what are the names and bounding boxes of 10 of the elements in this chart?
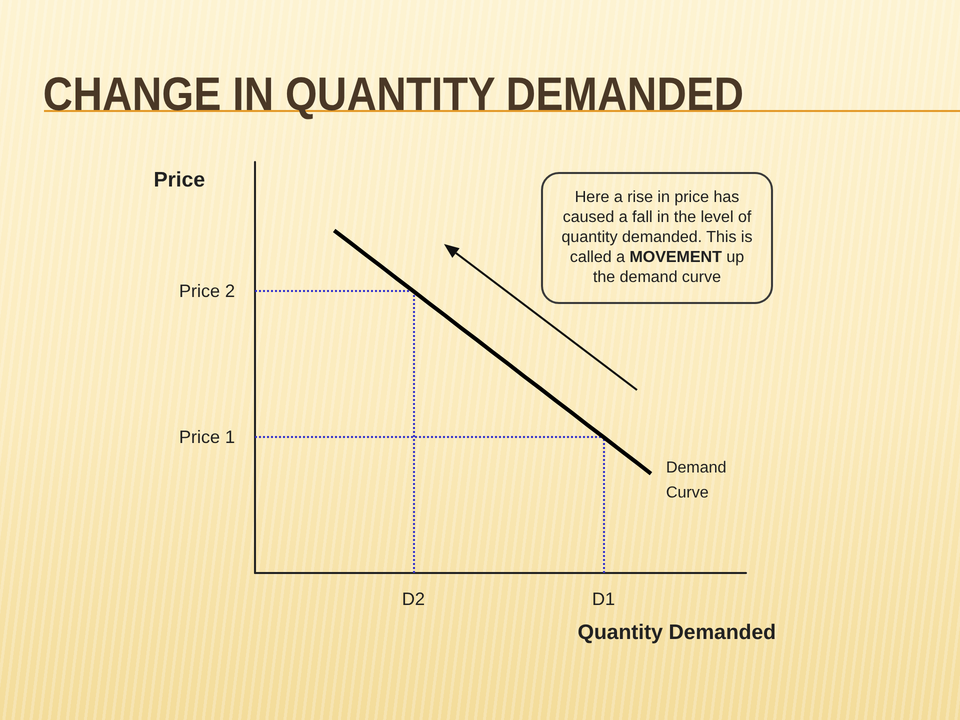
x-tick-label: D2 xyxy=(402,589,425,609)
series-label: Demand Curve xyxy=(666,460,731,502)
annotation: Here a rise in price has caused a fall in the level of quantity demanded. This is called a MOVEMENT up the demand curve xyxy=(562,189,752,286)
x-tick-label: D1 xyxy=(592,589,615,609)
callout-box: Here a rise in price has caused a fall in the level of quantity demanded. This is called a MOVEMENT up the demand curve xyxy=(541,172,773,304)
ref-line-label: Price 1 xyxy=(178,427,235,448)
x-axis-title: Quantity Demanded xyxy=(578,621,776,644)
chart-title: CHANGE IN QUANTITY DEMANDED xyxy=(43,67,744,120)
ref-line-label: Price 2 xyxy=(178,281,235,302)
y-axis-title: Price xyxy=(154,168,205,192)
